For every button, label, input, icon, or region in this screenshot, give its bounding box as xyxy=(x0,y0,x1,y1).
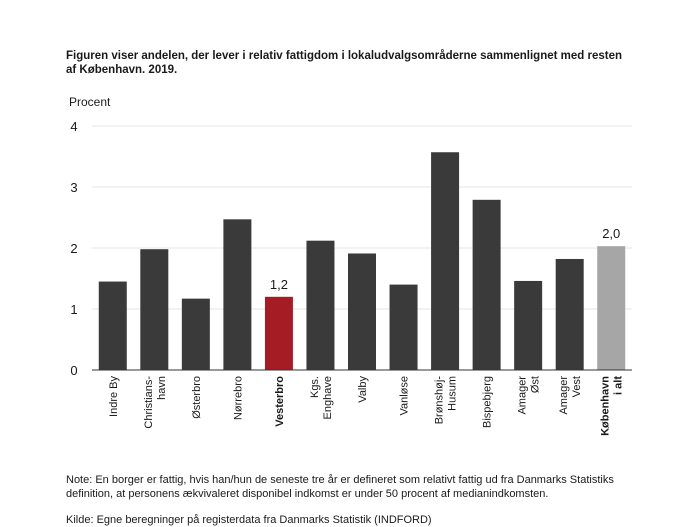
x-tick-label: Brønshøj- xyxy=(434,376,446,425)
y-tick-label: 0 xyxy=(70,363,77,378)
x-tick-label: København xyxy=(600,376,612,436)
x-tick-label: Amager xyxy=(517,376,529,415)
bar xyxy=(555,258,584,370)
x-tick-label: Bispebjerg xyxy=(482,376,494,428)
x-tick-label: Kgs. xyxy=(309,376,321,398)
bar xyxy=(264,296,293,370)
x-tick-label: Vest xyxy=(571,376,583,397)
x-tick-label: havn xyxy=(156,376,168,400)
y-tick-label: 2 xyxy=(70,241,77,256)
x-tick-label: Valby xyxy=(357,376,369,403)
x-tick-label: Amager xyxy=(558,376,570,415)
y-tick-label: 4 xyxy=(70,119,77,134)
chart-note: Note: En borger er fattig, hvis han/hun … xyxy=(66,474,614,500)
chart-source: Kilde: Egne beregninger på registerdata … xyxy=(66,514,432,526)
bar xyxy=(181,298,210,370)
y-tick-labels: 0 1 2 3 4 xyxy=(70,119,77,378)
bar xyxy=(389,284,418,370)
bar xyxy=(140,249,169,370)
x-tick-label: i alt xyxy=(613,376,625,395)
chart-title: Figuren viser andelen, der lever i relat… xyxy=(66,50,623,76)
bar xyxy=(597,246,626,370)
data-label: 2,0 xyxy=(602,226,620,241)
x-tick-label: Vesterbro xyxy=(274,376,286,427)
data-label: 1,2 xyxy=(270,277,288,292)
bar xyxy=(472,199,501,370)
bar xyxy=(348,253,376,370)
bars xyxy=(98,152,626,370)
x-tick-label: Øst xyxy=(530,376,542,393)
bar-chart: Procent 0 1 2 3 4 1,2 2,0 Indre By Christians-… xyxy=(69,95,632,436)
x-tick-label: Christians- xyxy=(143,376,155,429)
bar xyxy=(98,281,127,370)
y-tick-label: 3 xyxy=(70,180,77,195)
x-tick-label: Nørrebro xyxy=(232,376,244,420)
x-tick-label: Indre By xyxy=(108,376,120,417)
x-tick-label: Vanløse xyxy=(399,376,411,416)
y-axis-label: Procent xyxy=(69,95,111,109)
x-tick-label: Husum xyxy=(447,376,459,411)
x-tick-labels: Indre By Christians-havn Østerbro Nørrebro V… xyxy=(108,376,625,436)
bar xyxy=(306,240,335,370)
x-tick-label: Enghave xyxy=(322,376,334,419)
x-tick-label: Østerbro xyxy=(191,376,203,419)
data-labels: 1,2 2,0 xyxy=(270,226,620,292)
bar xyxy=(431,152,460,370)
y-tick-label: 1 xyxy=(70,302,77,317)
bar xyxy=(514,280,543,370)
bar xyxy=(223,219,252,370)
